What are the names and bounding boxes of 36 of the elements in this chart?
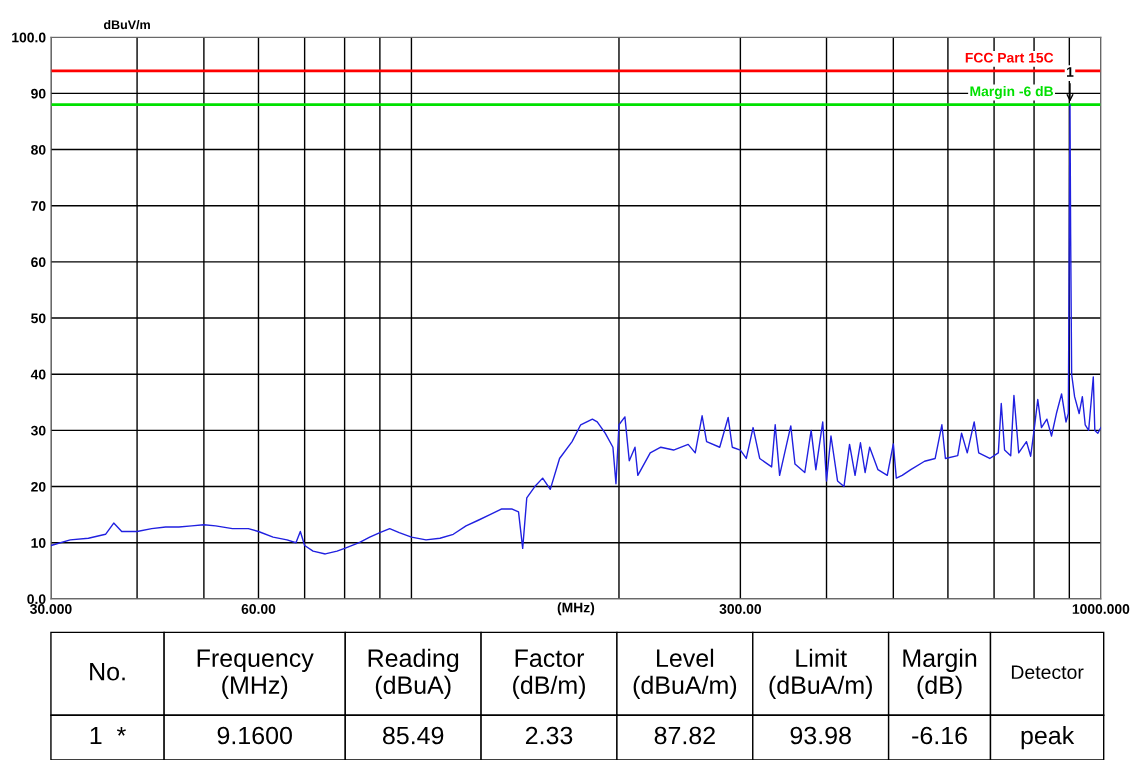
ref-line-label: Margin -6 dB bbox=[970, 86, 1053, 100]
ref-line-label: FCC Part 15C bbox=[965, 52, 1054, 63]
text: 9.1600 bbox=[217, 726, 292, 745]
text: 85.49 bbox=[382, 726, 444, 745]
x-tick-label: 1000.000 bbox=[1072, 604, 1130, 614]
text: 1 * bbox=[90, 726, 126, 745]
y-tick-label: 90 bbox=[31, 88, 46, 99]
y-tick-label: 30 bbox=[30, 425, 46, 436]
y-tick-label: 50 bbox=[31, 313, 46, 324]
annotation: 1 bbox=[1067, 67, 1074, 77]
text: Level (dBuA/m) bbox=[633, 648, 737, 699]
y-tick-label: 0.0 bbox=[27, 594, 46, 605]
y-axis-title: dBuV/m bbox=[103, 19, 150, 30]
x-tick-label: 60.00 bbox=[241, 604, 276, 614]
x-axis-title: (MHz) bbox=[557, 602, 595, 616]
y-tick-label: 40 bbox=[30, 369, 46, 380]
text: 87.82 bbox=[654, 726, 715, 745]
text: Frequency (MHz) bbox=[197, 649, 314, 699]
x-tick-label: 300.00 bbox=[719, 604, 762, 614]
text: Limit (dBuA/m) bbox=[769, 648, 872, 699]
text: 2.33 bbox=[525, 726, 573, 745]
text: peak bbox=[1021, 726, 1075, 750]
y-tick-label: 20 bbox=[31, 481, 46, 492]
text: No. bbox=[90, 663, 125, 681]
text: Factor (dB/m) bbox=[513, 649, 585, 699]
text: Margin (dB) bbox=[903, 648, 977, 699]
x-tick-label: 30.000 bbox=[30, 604, 72, 614]
y-tick-label: 80 bbox=[31, 144, 46, 155]
y-tick-label: 100.0 bbox=[12, 32, 46, 43]
y-tick-label: 10 bbox=[31, 538, 46, 548]
text: Reading (dBuA) bbox=[368, 648, 459, 699]
text: -6.16 bbox=[912, 726, 967, 745]
text: 93.98 bbox=[790, 726, 851, 745]
y-tick-label: 60 bbox=[31, 257, 46, 268]
text: Detector bbox=[1011, 665, 1084, 680]
y-tick-label: 70 bbox=[31, 201, 46, 211]
